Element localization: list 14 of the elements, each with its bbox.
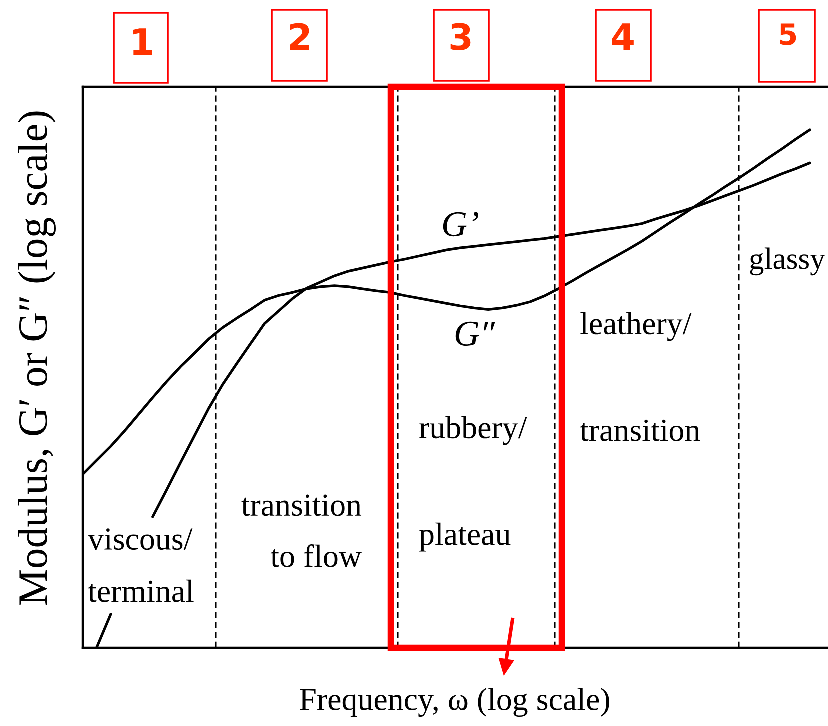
- text: 1: [134, 28, 152, 55]
- annotation: viscous/ terminal: [88, 528, 194, 602]
- y-axis-title: Modulus, G′ or G″ (log scale): [18, 112, 56, 605]
- text: 3: [450, 23, 471, 51]
- x-axis-title: Frequency, ω (log scale): [300, 688, 610, 718]
- text: rubbery/ plateau: [420, 416, 528, 552]
- text: 2: [290, 23, 310, 50]
- series-label: G″: [456, 322, 496, 346]
- annotation: glassy: [750, 248, 826, 276]
- text: 4: [612, 24, 634, 50]
- text: 5: [780, 24, 796, 46]
- text: leathery/ transition: [580, 312, 700, 442]
- annotation: transition to flow: [242, 494, 362, 568]
- series-label: G’: [443, 212, 478, 237]
